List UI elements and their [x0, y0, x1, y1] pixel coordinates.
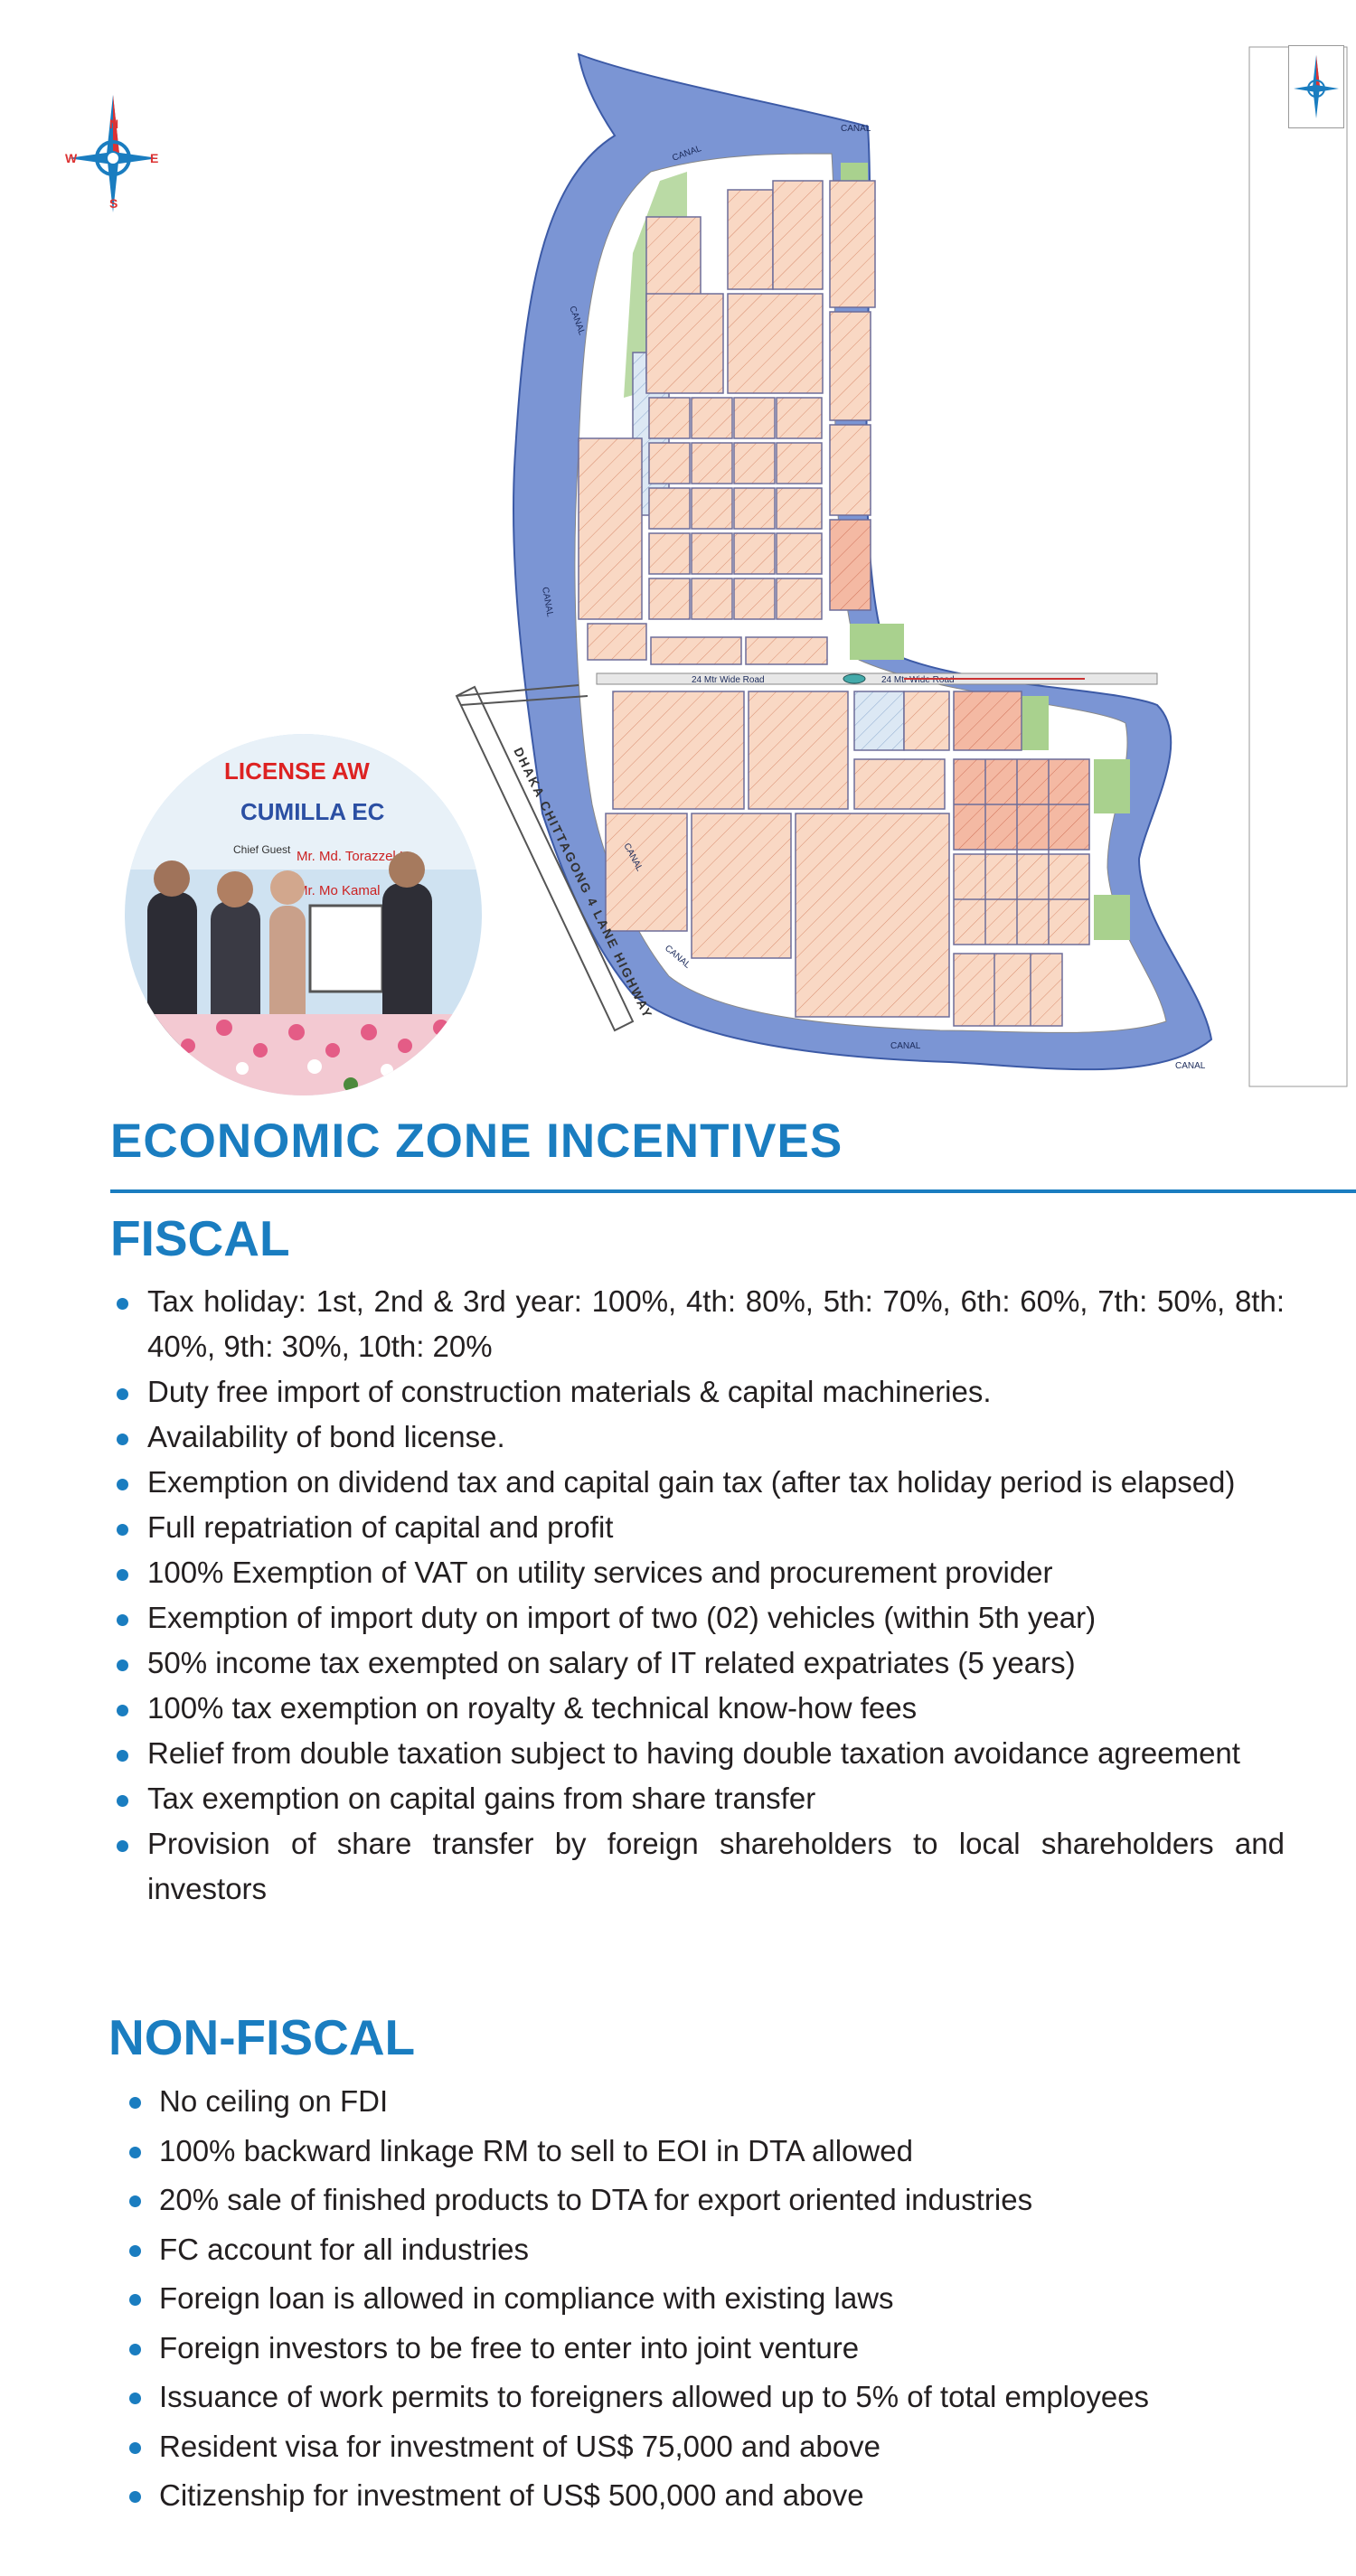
- compass-icon: N S W E: [65, 95, 158, 212]
- award-photo: LICENSE AW CUMILLA EC Chief Guest Mr. Md…: [125, 734, 482, 1095]
- zone-layout-map: 24 Mtr Wide Road 24 Mtr Wide Road: [455, 46, 1348, 1087]
- bullet-icon: [117, 1659, 128, 1671]
- bullet-icon: [117, 1569, 128, 1581]
- bullet-icon: [129, 2195, 141, 2207]
- list-item-text: 100% tax exemption on royalty & technica…: [147, 1691, 918, 1725]
- bullet-icon: [129, 2244, 141, 2257]
- list-item: Relief from double taxation subject to h…: [117, 1731, 1285, 1776]
- list-item-text: 100% backward linkage RM to sell to EOI …: [159, 2133, 913, 2167]
- canal-label-8: CANAL: [1175, 1061, 1206, 1071]
- compass-s: S: [109, 196, 118, 211]
- list-item: Foreign investors to be free to enter in…: [129, 2324, 1289, 2374]
- list-item: Provision of share transfer by foreign s…: [117, 1821, 1285, 1912]
- compass-small-icon: [1294, 55, 1339, 118]
- fiscal-list: Tax holiday: 1st, 2nd & 3rd year: 100%, …: [117, 1279, 1285, 1912]
- bullet-icon: [129, 2294, 141, 2306]
- bullet-icon: [129, 2097, 141, 2109]
- south-plots: [605, 691, 1090, 1027]
- list-item: Issuance of work permits to foreigners a…: [129, 2373, 1289, 2422]
- bullet-icon: [117, 1614, 128, 1626]
- list-item-text: Availability of bond license.: [147, 1420, 505, 1453]
- photo-banner-line1: LICENSE AW: [224, 757, 370, 785]
- canal-label-1: CANAL: [841, 124, 871, 134]
- list-item: Citizenship for investment of US$ 500,00…: [129, 2471, 1289, 2521]
- bullet-icon: [129, 2491, 141, 2503]
- compass-n: N: [109, 117, 118, 131]
- list-item-text: Exemption of import duty on import of tw…: [147, 1601, 1097, 1634]
- title-divider: [110, 1189, 1356, 1193]
- list-item-text: Provision of share transfer by foreign s…: [147, 1827, 1285, 1905]
- list-item-text: 100% Exemption of VAT on utility service…: [147, 1556, 1053, 1589]
- bullet-icon: [117, 1298, 128, 1310]
- photo-guest-name2: Mr. Mo Kamal: [297, 883, 381, 898]
- list-item: 100% Exemption of VAT on utility service…: [117, 1550, 1285, 1595]
- list-item-text: Citizenship for investment of US$ 500,00…: [159, 2478, 864, 2512]
- list-item-text: Full repatriation of capital and profit: [147, 1510, 614, 1544]
- list-item-text: Relief from double taxation subject to h…: [147, 1736, 1240, 1770]
- list-item: Tax holiday: 1st, 2nd & 3rd year: 100%, …: [117, 1279, 1285, 1369]
- bullet-icon: [117, 1524, 128, 1536]
- list-item: Resident visa for investment of US$ 75,0…: [129, 2422, 1289, 2472]
- list-item-text: Exemption on dividend tax and capital ga…: [147, 1465, 1236, 1499]
- list-item-text: Tax holiday: 1st, 2nd & 3rd year: 100%, …: [147, 1284, 1285, 1363]
- nonfiscal-heading: NON-FISCAL: [108, 2009, 416, 2065]
- list-item: Full repatriation of capital and profit: [117, 1505, 1285, 1550]
- list-item-text: Resident visa for investment of US$ 75,0…: [159, 2429, 880, 2463]
- canal-label-7: CANAL: [890, 1041, 921, 1051]
- list-item-text: FC account for all industries: [159, 2232, 530, 2266]
- bullet-icon: [117, 1750, 128, 1762]
- list-item: Tax exemption on capital gains from shar…: [117, 1776, 1285, 1821]
- page-title: ECONOMIC ZONE INCENTIVES: [110, 1114, 843, 1168]
- list-item-text: No ceiling on FDI: [159, 2084, 389, 2118]
- bullet-icon: [129, 2441, 141, 2454]
- bullet-icon: [117, 1840, 128, 1852]
- list-item-text: Duty free import of construction materia…: [147, 1375, 992, 1408]
- bullet-icon: [117, 1705, 128, 1716]
- list-item: No ceiling on FDI: [129, 2077, 1289, 2127]
- road-label-2: 24 Mtr Wide Road: [881, 675, 955, 685]
- bullet-icon: [117, 1388, 128, 1400]
- compass-small-box: [1288, 45, 1344, 128]
- list-item: Duty free import of construction materia…: [117, 1369, 1285, 1415]
- list-item: Exemption of import duty on import of tw…: [117, 1595, 1285, 1641]
- list-item: Availability of bond license.: [117, 1415, 1285, 1460]
- bullet-icon: [117, 1479, 128, 1490]
- photo-chief-guest: Chief Guest: [233, 843, 291, 856]
- bullet-icon: [117, 1434, 128, 1445]
- list-item-text: Foreign investors to be free to enter in…: [159, 2330, 860, 2364]
- list-item-text: Issuance of work permits to foreigners a…: [159, 2380, 1150, 2413]
- list-item-text: 20% sale of finished products to DTA for…: [159, 2183, 1033, 2216]
- list-item-text: 50% income tax exempted on salary of IT …: [147, 1646, 1076, 1679]
- bullet-icon: [117, 1795, 128, 1807]
- road-label: 24 Mtr Wide Road: [692, 675, 765, 685]
- list-item-text: Foreign loan is allowed in compliance wi…: [159, 2281, 894, 2315]
- fiscal-heading: FISCAL: [110, 1210, 290, 1266]
- photo-banner-line2: CUMILLA EC: [240, 798, 385, 825]
- site-map: 24 Mtr Wide Road 24 Mtr Wide Road: [0, 0, 1356, 1103]
- list-item: Exemption on dividend tax and capital ga…: [117, 1460, 1285, 1505]
- list-item: FC account for all industries: [129, 2225, 1289, 2275]
- list-item: 50% income tax exempted on salary of IT …: [117, 1641, 1285, 1686]
- list-item: 100% tax exemption on royalty & technica…: [117, 1686, 1285, 1731]
- bullet-icon: [129, 2146, 141, 2158]
- compass-e: E: [150, 151, 158, 165]
- compass-w: W: [65, 151, 78, 165]
- list-item: Foreign loan is allowed in compliance wi…: [129, 2274, 1289, 2324]
- bullet-icon: [129, 2343, 141, 2355]
- list-item: 100% backward linkage RM to sell to EOI …: [129, 2127, 1289, 2176]
- nonfiscal-list: No ceiling on FDI 100% backward linkage R…: [129, 2077, 1289, 2521]
- list-item-text: Tax exemption on capital gains from shar…: [147, 1782, 816, 1815]
- north-plots: [578, 180, 876, 665]
- photo-guest-name1: Mr. Md. Torazzel H: [297, 849, 410, 864]
- bullet-icon: [129, 2393, 141, 2404]
- list-item: 20% sale of finished products to DTA for…: [129, 2176, 1289, 2225]
